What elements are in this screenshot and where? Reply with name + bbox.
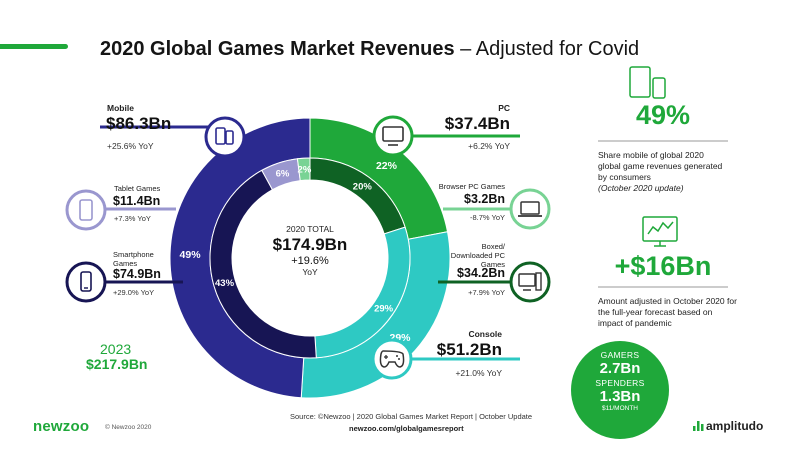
- page-title: 2020 Global Games Market Revenues – Adju…: [100, 38, 640, 60]
- chart-center-total: 2020 TOTAL $174.9Bn +19.6% YoY: [262, 224, 358, 277]
- pc-yoy: +6.2% YoY: [468, 141, 510, 151]
- browser-name: Browser PC Games: [438, 182, 505, 191]
- center-growth: +19.6%: [291, 255, 329, 267]
- desktop-pc-icon: [509, 261, 551, 303]
- spenders-value: 1.3Bn: [599, 388, 641, 405]
- copyright: © Newzoo 2020: [105, 424, 152, 431]
- mobile-name: Mobile: [107, 103, 134, 113]
- inner-ring-label-browser: 2%: [298, 165, 312, 176]
- tablet-value: $11.4Bn: [113, 194, 161, 208]
- mobile-icon: [204, 116, 246, 158]
- slice-labels: 22%29%49%20%29%43%6% 2%: [180, 160, 412, 344]
- inner-ring-label-tablet: 6%: [276, 169, 290, 180]
- laptop-icon: [509, 188, 551, 230]
- outer-ring-label-pc: 22%: [376, 160, 398, 172]
- tablet-yoy: +7.3% YoY: [114, 214, 151, 223]
- mobile-yoy: +25.6% YoY: [107, 141, 154, 151]
- pc-name: PC: [498, 103, 510, 113]
- amplitudo-logo-icon: [693, 421, 704, 431]
- spenders-label: SPENDERS: [595, 378, 645, 388]
- audience-badge: GAMERS 2.7Bn SPENDERS 1.3Bn $11/MONTH: [571, 341, 669, 439]
- browser-value: $3.2Bn: [464, 192, 505, 206]
- source-url[interactable]: newzoo.com/globalgamesreport: [349, 424, 464, 433]
- accent-bar: [0, 44, 68, 49]
- gamers-label: GAMERS: [600, 350, 640, 360]
- pc-value: $37.4Bn: [444, 114, 510, 133]
- projection-value: $217.9Bn: [86, 356, 148, 372]
- boxed-name: Boxed/ Downloaded PC Games: [450, 242, 505, 269]
- mobile-share-desc: Share mobile of global 2020 global game …: [598, 150, 723, 193]
- mobile-value: $86.3Bn: [106, 114, 172, 133]
- phone-tablet-icon: [629, 66, 666, 99]
- smartphone-name: Smartphone Games: [113, 250, 154, 268]
- center-growth-unit: YoY: [302, 267, 318, 277]
- newzoo-logo: newzoo: [33, 418, 90, 435]
- console-yoy: +21.0% YoY: [455, 368, 502, 378]
- gamers-value: 2.7Bn: [599, 360, 641, 377]
- pc-monitor-icon: [372, 115, 414, 157]
- mobile-share-stat: 49%: [635, 100, 691, 130]
- gamepad-icon: [371, 338, 413, 380]
- console-name: Console: [468, 329, 502, 339]
- projection-year: 2023: [100, 341, 132, 357]
- boxed-yoy: +7.9% YoY: [468, 288, 505, 297]
- source-text: Source: ©Newzoo | 2020 Global Games Mark…: [290, 412, 533, 421]
- center-label: 2020 TOTAL: [286, 224, 334, 234]
- smartphone-value: $74.9Bn: [113, 267, 161, 281]
- tablet-name: Tablet Games: [114, 184, 161, 193]
- smartphone-yoy: +29.0% YoY: [113, 288, 155, 297]
- adjustment-stat: +$16Bn: [614, 251, 712, 281]
- inner-ring-label-console: 29%: [374, 303, 394, 314]
- outer-ring-label-mobile: 49%: [180, 249, 202, 261]
- inner-ring-label-smartphone: 43%: [215, 278, 235, 289]
- adjustment-desc: Amount adjusted in October 2020 for the …: [598, 296, 737, 328]
- chart-center-hole: [232, 180, 388, 336]
- chart-monitor-icon: [642, 216, 678, 247]
- tablet-icon: [65, 189, 107, 231]
- leader-lines: [100, 125, 520, 361]
- amplitudo-logo: amplitudo: [706, 419, 764, 433]
- boxed-value: $34.2Bn: [457, 266, 505, 280]
- smartphone-icon: [65, 261, 107, 303]
- spend-rate: $11/MONTH: [602, 405, 638, 412]
- center-value: $174.9Bn: [272, 235, 348, 254]
- console-value: $51.2Bn: [436, 340, 502, 359]
- inner-ring: [209, 157, 411, 359]
- inner-ring-label-boxed: 20%: [353, 181, 373, 192]
- browser-yoy: -8.7% YoY: [469, 213, 505, 222]
